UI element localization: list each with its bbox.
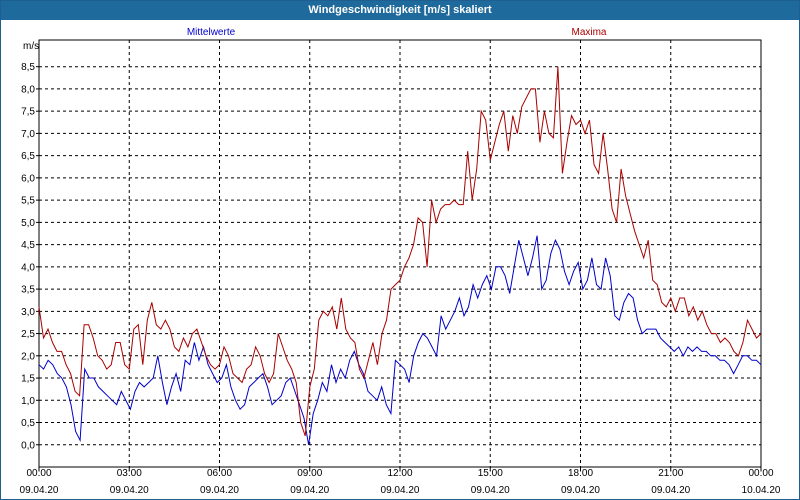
y-axis-ticks: 0,0 0,5 1,0 1,5 2,0 2,5 3,0 3,5 4,0 4,5 5,0 5,5 6,0 6… [21,62,39,451]
series-line-mittelwerte [38,235,762,445]
y-tick-label: 7,0 [21,129,35,140]
x-axis-ticks: 00:00 09.04.20 03:00 09.04.20 06:00 09.04.20 0… [20,467,781,496]
x-tick-date: 09.04.20 [110,485,149,496]
series-lines [38,66,762,445]
x-tick-time: 00:00 [26,468,51,479]
x-tick-time: 21:00 [658,468,683,479]
legend-mittelwerte: Mittelwerte [187,27,236,38]
x-tick-date: 09.04.20 [290,485,329,496]
x-tick-time: 03:00 [117,468,142,479]
y-tick-label: 1,0 [21,396,35,407]
x-tick-date: 09.04.20 [20,485,59,496]
window-title: Windgeschwindigkeit [m/s] skaliert [1,1,799,20]
y-tick-label: 5,5 [21,196,35,207]
series-line-maxima [38,66,762,437]
x-tick-date: 09.04.20 [651,485,690,496]
y-tick-label: 0,5 [21,418,35,429]
y-tick-label: 5,0 [21,218,35,229]
y-tick-label: 2,5 [21,329,35,340]
x-tick-date: 09.04.20 [200,485,239,496]
x-tick-time: 15:00 [478,468,503,479]
legend-maxima: Maxima [571,27,606,38]
y-axis-unit: m/s [23,41,39,52]
y-tick-label: 8,0 [21,84,35,95]
x-tick-time: 09:00 [297,468,322,479]
y-tick-label: 6,5 [21,151,35,162]
x-tick-date: 09.04.20 [561,485,600,496]
y-tick-label: 3,0 [21,307,35,318]
x-tick-time: 00:00 [748,468,773,479]
y-tick-label: 8,5 [21,62,35,73]
y-tick-label: 4,5 [21,240,35,251]
y-tick-label: 4,0 [21,262,35,273]
y-tick-label: 3,5 [21,285,35,296]
y-tick-label: 7,5 [21,107,35,118]
x-tick-time: 06:00 [207,468,232,479]
y-tick-label: 1,5 [21,374,35,385]
y-tick-label: 6,0 [21,173,35,184]
x-tick-time: 12:00 [387,468,412,479]
x-tick-time: 18:00 [568,468,593,479]
x-tick-date: 10.04.20 [742,485,781,496]
wind-speed-chart: 0,0 0,5 1,0 1,5 2,0 2,5 3,0 3,5 4,0 4,5 5,0 5,5 6,0 6… [20,27,781,496]
y-tick-label: 2,0 [21,351,35,362]
x-tick-date: 09.04.20 [471,485,510,496]
x-tick-date: 09.04.20 [381,485,420,496]
y-tick-label: 0,0 [21,440,35,451]
grid-lines [39,40,761,467]
